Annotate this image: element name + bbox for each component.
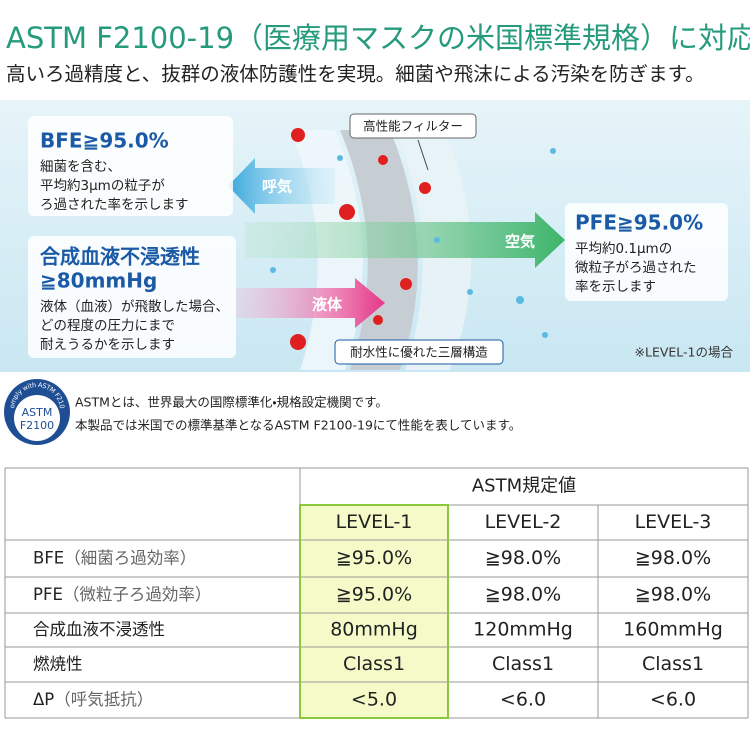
fluid-heading: 合成血液不浸透性	[40, 245, 200, 269]
pfe-line: 平均約0.1μmの	[575, 241, 672, 257]
fluid-line: 耐えうるかを示します	[40, 337, 175, 353]
title: ASTM F2100-19（医療用マスクの米国標準規格）に対応	[6, 21, 750, 55]
pfe-heading: PFE≧95.0%	[575, 211, 703, 235]
cell-value: ≧98.0%	[485, 547, 561, 569]
arrow-label: 呼気	[262, 178, 292, 196]
fluid-line: どの程度の圧力にまで	[40, 318, 175, 334]
row-label: ΔP（呼気抵抗）	[33, 690, 153, 709]
pfe-box	[565, 203, 728, 301]
cell-value: ≧98.0%	[485, 584, 561, 606]
arrow-label: 液体	[312, 296, 343, 314]
cell-value: 120mmHg	[473, 619, 573, 641]
row-name: PFE	[33, 585, 63, 604]
row-name: BFE	[33, 548, 64, 567]
badge-name: ASTM	[22, 406, 53, 419]
pfe-line: 率を示します	[575, 279, 656, 295]
row-note: （細菌ろ過効率）	[64, 548, 196, 567]
group-header: ASTM規定値	[472, 476, 576, 497]
cell-value: 160mmHg	[623, 619, 723, 641]
row-label: PFE（微粒子ろ過効率）	[33, 585, 211, 604]
row-label: BFE（細菌ろ過効率）	[33, 548, 196, 567]
subtitle: 高いろ過精度と、抜群の液体防護性を実現。細菌や飛沫による汚染を防ぎます。	[6, 63, 705, 86]
row-name: 燃焼性	[33, 654, 83, 673]
cell-value: ≧95.0%	[336, 584, 412, 606]
fluid-heading: ≧80mmHg	[40, 269, 157, 293]
cell-value: 80mmHg	[330, 619, 418, 641]
cell-value: ≧98.0%	[635, 584, 711, 606]
arrow-air	[245, 212, 565, 268]
arrow-liquid	[235, 278, 385, 328]
row-label: 燃焼性	[33, 654, 83, 673]
diagram-note: ※LEVEL-1の場合	[635, 345, 734, 360]
bacteria	[290, 128, 431, 350]
bfe-line: 細菌を含む、	[40, 159, 121, 175]
structure-label: 耐水性に優れた三層構造	[350, 345, 488, 360]
astm-line: ASTMとは、世界最大の国際標準化・規格設定機関です。	[75, 395, 388, 410]
fluid-box	[28, 236, 236, 358]
level-header: LEVEL-2	[485, 511, 562, 533]
structure-label-box	[334, 339, 504, 365]
cell-value: ≧95.0%	[336, 547, 412, 569]
cell-value: Class1	[492, 653, 554, 675]
level-1-border	[299, 504, 449, 719]
filter-label-box	[349, 113, 477, 139]
bfe-box	[28, 116, 233, 216]
badge-code: F2100	[20, 419, 54, 432]
particles	[270, 148, 556, 338]
astm-line: 本製品では米国での標準基準となるASTM F2100-19にて性能を表しています…	[75, 418, 521, 433]
pfe-line: 微粒子がろ過された	[575, 260, 697, 276]
bfe-line: 平均約3μmの粒子が	[40, 178, 165, 194]
cell-value: Class1	[343, 653, 405, 675]
row-note: （微粒子ろ過効率）	[63, 585, 212, 604]
row-note: （呼気抵抗）	[54, 690, 153, 709]
arrow-label: 空気	[505, 233, 535, 251]
cell-value: <6.0	[500, 689, 546, 711]
cell-value: <5.0	[351, 689, 397, 711]
row-name: ΔP	[33, 690, 54, 709]
cell-value: ≧98.0%	[635, 547, 711, 569]
level-header: LEVEL-1	[336, 511, 413, 533]
filter-label: 高性能フィルター	[363, 119, 463, 134]
row-label: 合成血液不浸透性	[33, 620, 165, 639]
cell-value: Class1	[642, 653, 704, 675]
level-header: LEVEL-3	[635, 511, 712, 533]
cell-value: <6.0	[650, 689, 696, 711]
row-name: 合成血液不浸透性	[33, 620, 165, 639]
level-1-highlight	[300, 505, 448, 718]
spec-table: ASTM規定値 LEVEL-1 LEVEL-2 LEVEL-3 BFE（細菌ろ過効率） ≧…	[4, 467, 749, 719]
arrow-exhale	[228, 158, 335, 214]
fluid-line: 液体（血液）が飛散した場合、	[40, 299, 229, 315]
bfe-line: ろ過された率を示します	[40, 197, 189, 213]
bfe-heading: BFE≧95.0%	[40, 129, 169, 153]
